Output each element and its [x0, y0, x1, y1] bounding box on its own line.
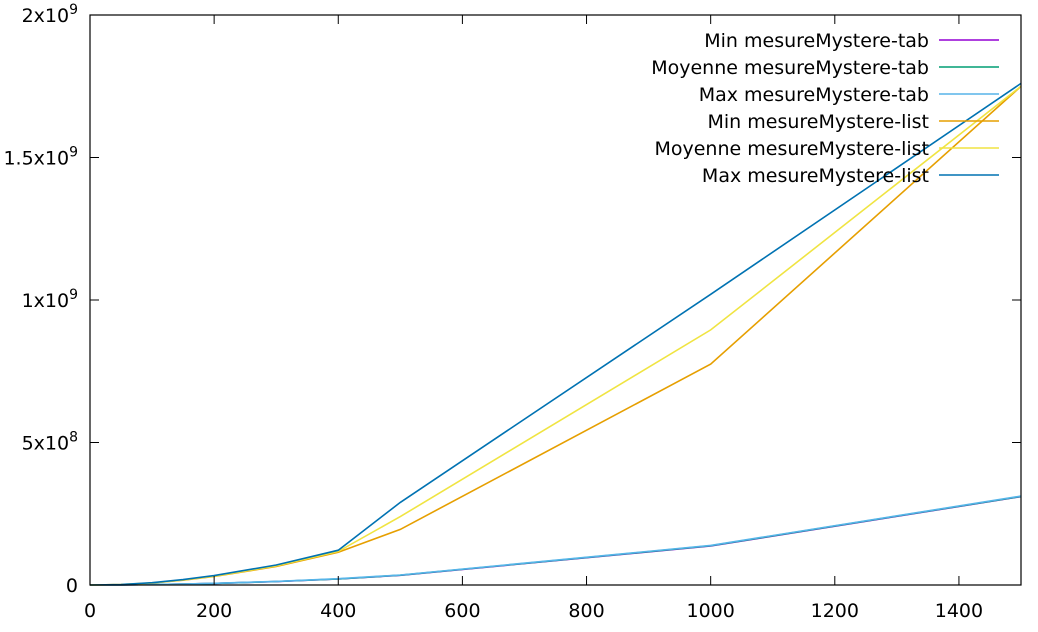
series-line-2 [89, 495, 1022, 586]
legend-label-0: Min mesureMystere-tab [704, 30, 929, 52]
y-tick-label-2: 1x109 [22, 287, 78, 312]
series-line-0 [89, 495, 1022, 586]
series-line-5 [89, 82, 1022, 586]
y-tick-label-1: 5x108 [22, 430, 78, 455]
y-tick-label-3: 1.5x109 [3, 145, 78, 170]
x-tick-label-2: 400 [320, 600, 356, 622]
x-tick-label-0: 0 [84, 600, 96, 622]
x-tick-label-1: 200 [196, 600, 232, 622]
legend-label-4: Moyenne mesureMystere-list [654, 138, 929, 160]
legend-label-3: Min mesureMystere-list [708, 111, 930, 133]
legend-label-2: Max mesureMystere-tab [699, 84, 929, 106]
y-tick-label-4: 2x109 [22, 2, 78, 27]
x-tick-label-5: 1000 [686, 600, 734, 622]
series-line-3 [89, 85, 1022, 586]
legend: Min mesureMystere-tab Moyenne mesureMyste… [651, 30, 999, 187]
x-tick-label-6: 1200 [811, 600, 859, 622]
x-tick-label-3: 600 [444, 600, 480, 622]
x-tick-label-7: 1400 [935, 600, 983, 622]
y-tick-label-0: 0 [66, 575, 78, 597]
x-tick-label-4: 800 [568, 600, 604, 622]
legend-label-1: Moyenne mesureMystere-tab [651, 57, 929, 79]
legend-label-5: Max mesureMystere-list [702, 165, 929, 187]
axes: 0 200 400 600 800 1000 1200 1400 0 5x108 1x109 1.5x… [3, 2, 1022, 622]
series-line-4 [89, 85, 1022, 586]
series-line-1 [89, 495, 1022, 586]
